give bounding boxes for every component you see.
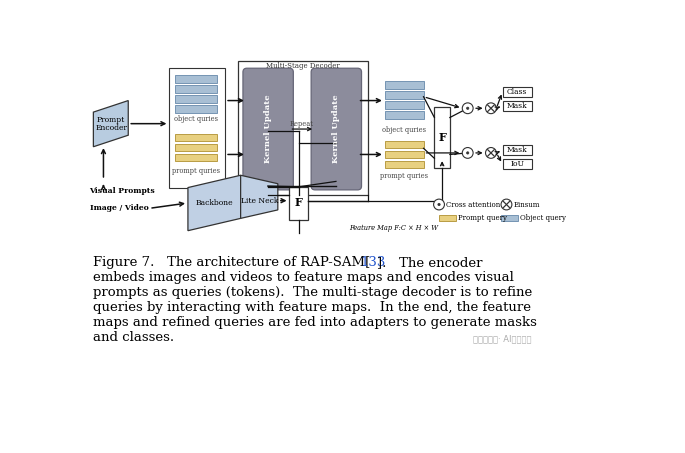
Text: and classes.: and classes. [93,331,175,344]
Bar [238,61,368,195]
Bar [501,215,518,222]
Text: object quries: object quries [175,115,219,123]
Bar [503,145,532,155]
Bar [503,87,532,96]
Text: F: F [295,198,303,208]
Text: Mask: Mask [507,101,527,110]
Bar [385,150,423,158]
Bar [175,85,217,93]
Polygon shape [93,101,128,147]
Bar [385,140,423,148]
Text: Cross attention: Cross attention [446,201,500,208]
Text: Repeat: Repeat [290,120,314,129]
Text: Kernel Update: Kernel Update [332,95,340,164]
Circle shape [466,152,469,154]
Text: embeds images and videos to feature maps and encodes visual: embeds images and videos to feature maps… [93,271,514,284]
Text: Feature Map F:C × H × W: Feature Map F:C × H × W [349,224,438,231]
Circle shape [466,107,469,110]
Text: Object query: Object query [520,214,566,222]
Bar [434,107,450,169]
Text: 133: 133 [361,256,386,269]
Bar [290,187,308,220]
Bar [175,144,217,151]
Text: IoU: IoU [510,160,524,168]
Circle shape [486,148,497,158]
Text: 微信公众号· AI生成未来: 微信公众号· AI生成未来 [473,334,532,343]
Bar [385,81,423,89]
Text: Lite Neck: Lite Neck [240,197,278,205]
Text: Einsum: Einsum [514,201,540,208]
Text: Class: Class [507,88,527,96]
Text: Multi-Stage Decoder: Multi-Stage Decoder [266,62,340,70]
Text: prompts as queries (tokens).  The multi-stage decoder is to refine: prompts as queries (tokens). The multi-s… [93,286,533,299]
Bar [175,154,217,161]
FancyBboxPatch shape [311,68,362,190]
Text: ].   The encoder: ]. The encoder [377,256,482,269]
Text: Encoder: Encoder [95,124,127,131]
Circle shape [501,199,512,210]
Text: prompt quries: prompt quries [380,172,428,180]
Circle shape [434,199,445,210]
Circle shape [486,103,497,114]
Text: Image / Video: Image / Video [90,204,148,212]
Text: Mask: Mask [507,146,527,154]
Text: object quries: object quries [382,126,426,134]
Text: queries by interacting with feature maps.  In the end, the feature: queries by interacting with feature maps… [93,301,532,314]
Bar [175,134,217,141]
Text: Prompt query: Prompt query [458,214,507,222]
Bar [503,101,532,111]
Bar [385,101,423,109]
Bar [385,161,423,169]
Text: Backbone: Backbone [195,199,233,207]
Text: maps and refined queries are fed into adapters to generate masks: maps and refined queries are fed into ad… [93,316,537,329]
Text: prompt quries: prompt quries [173,168,221,175]
Text: Figure 7.   The architecture of RAP-SAM[: Figure 7. The architecture of RAP-SAM[ [93,256,371,269]
Bar [503,159,532,169]
Polygon shape [240,175,278,218]
Circle shape [462,103,473,114]
Circle shape [462,148,473,158]
Text: Visual Prompts: Visual Prompts [90,188,155,195]
FancyBboxPatch shape [243,68,293,190]
Text: Prompt: Prompt [97,116,125,124]
Bar [385,92,423,99]
Text: Kernel Update: Kernel Update [264,95,272,164]
Text: F: F [438,132,446,143]
Bar [175,95,217,103]
Bar [175,105,217,113]
Bar [169,68,225,188]
Bar [385,111,423,119]
Polygon shape [188,175,240,231]
Circle shape [438,203,440,206]
Bar [439,215,456,222]
Bar [175,75,217,83]
